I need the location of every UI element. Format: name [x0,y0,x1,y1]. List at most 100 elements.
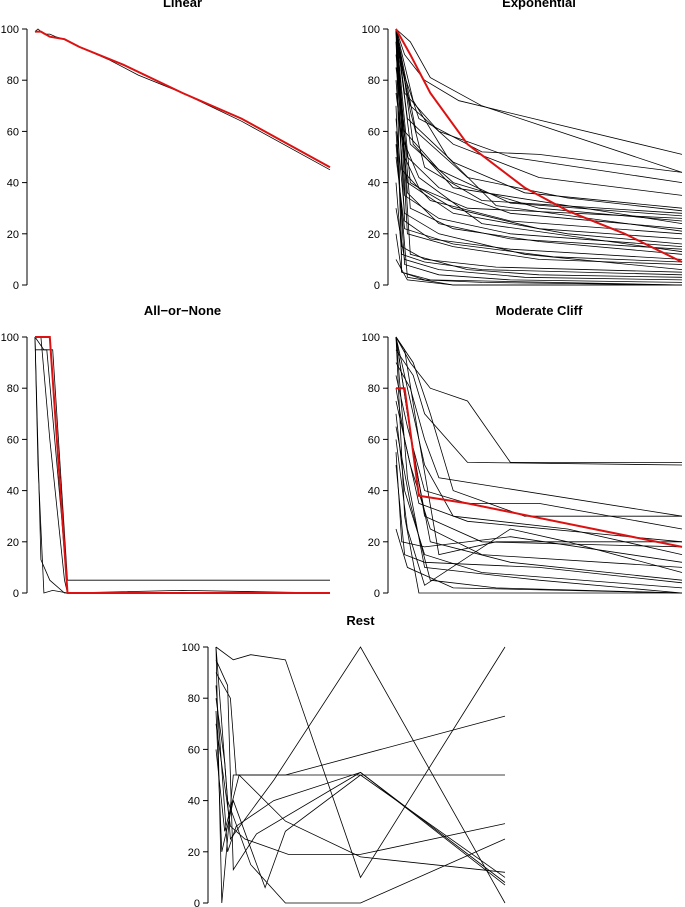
series-line-individual [395,28,683,209]
series-line-mean [35,30,331,169]
series-line-individual [395,208,683,281]
series-line-individual [215,646,506,904]
series-line-individual [215,646,506,904]
series-line-individual [35,349,330,594]
series-line-individual [395,28,683,255]
series-line-individual [395,413,683,589]
series-line-individual [395,336,682,594]
panel-title: Rest [346,613,375,628]
series-line-individual [395,375,683,530]
series-line-individual [395,336,683,555]
series-line-individual [34,336,330,581]
series-line-individual [395,118,683,270]
series-line-individual [395,28,683,212]
y-tick-label: 0 [374,588,380,600]
y-tick-label: 0 [374,280,380,292]
panel-moderate-cliff: Moderate Cliff 0 20 40 60 80 100 [362,303,683,600]
y-tick-label: 80 [368,75,380,87]
series-line-individual [215,672,506,776]
panel-rest: Rest 0 20 40 60 80 100 [182,613,506,907]
series-line-individual [395,336,682,463]
y-tick-label: 80 [7,383,19,395]
y-tick-label: 40 [188,796,200,808]
series-line-mean [395,28,683,263]
series-line-individual [215,710,506,889]
series-line-individual [395,336,683,594]
series-line-individual [395,28,683,222]
series-line-individual [395,28,683,250]
series-line-individual [34,336,331,594]
y-tick-label: 60 [7,434,19,446]
series-line-individual [395,233,683,286]
series-line-individual [395,28,683,232]
series-line-individual [395,336,682,556]
y-tick-label: 100 [362,24,380,36]
series-line-individual [34,28,331,171]
series-line-individual [395,349,683,466]
series-line-individual [395,28,683,240]
y-tick-label: 60 [368,126,380,138]
panel-linear: Linear 0 20 40 60 80 100 [1,0,331,292]
series-line-individual [34,336,330,594]
y-tick-label: 80 [188,693,200,705]
y-tick-label: 40 [7,178,19,190]
panel-exponential: Exponential 0 20 40 60 80 100 [362,0,683,292]
y-tick-label: 40 [368,486,380,498]
series-line-mean [35,336,330,594]
series-line-individual [395,336,682,517]
series-line-individual [215,749,506,873]
y-tick-label: 40 [7,486,19,498]
y-tick-label: 20 [188,847,200,859]
y-tick-label: 100 [362,332,380,344]
y-tick-label: 100 [182,642,200,654]
y-tick-label: 0 [13,280,19,292]
series-line-individual [215,659,506,886]
series-line-individual [395,28,683,278]
series-line-individual [35,336,330,594]
series-line-individual [215,685,506,883]
series-line-individual [395,28,683,224]
y-tick-label: 100 [1,24,19,36]
y-tick-label: 20 [7,229,19,241]
series-line-individual [395,156,683,263]
series-line-individual [395,400,683,568]
series-line-individual [395,105,683,273]
panel-title: Exponential [502,0,576,10]
y-tick-label: 60 [368,434,380,446]
series-line-individual [395,28,683,173]
series-line-individual [395,28,683,155]
y-tick-label: 100 [1,332,19,344]
series-line-individual [395,41,683,260]
series-line-individual [395,92,683,245]
y-tick-label: 40 [368,178,380,190]
series-line-individual [395,28,683,265]
y-tick-label: 0 [13,588,19,600]
y-tick-label: 60 [188,744,200,756]
y-tick-label: 80 [368,383,380,395]
series-line-mean [396,387,683,548]
series-line-individual [395,131,683,283]
series-line-individual [395,336,683,581]
series-line-individual [395,439,683,586]
series-line-individual [395,259,682,286]
panel-all-or-none: All−or−None 0 20 40 60 80 100 [1,303,331,600]
series-line-individual [395,452,683,563]
series-line-individual [395,528,683,594]
series-line-individual [215,646,506,879]
series-line-individual [395,28,683,253]
series-line-individual [395,464,683,584]
series-line-individual [395,28,683,214]
panel-title: Moderate Cliff [496,303,583,318]
series-line-individual [215,723,506,855]
y-tick-label: 60 [7,126,19,138]
y-tick-label: 80 [7,75,19,87]
series-line-individual [395,426,683,594]
y-tick-label: 20 [7,537,19,549]
panel-title: All−or−None [144,303,221,318]
y-tick-label: 20 [368,537,380,549]
series-line-individual [395,388,683,543]
series-line-individual [395,28,683,173]
y-tick-label: 0 [194,898,200,907]
y-tick-label: 20 [368,229,380,241]
